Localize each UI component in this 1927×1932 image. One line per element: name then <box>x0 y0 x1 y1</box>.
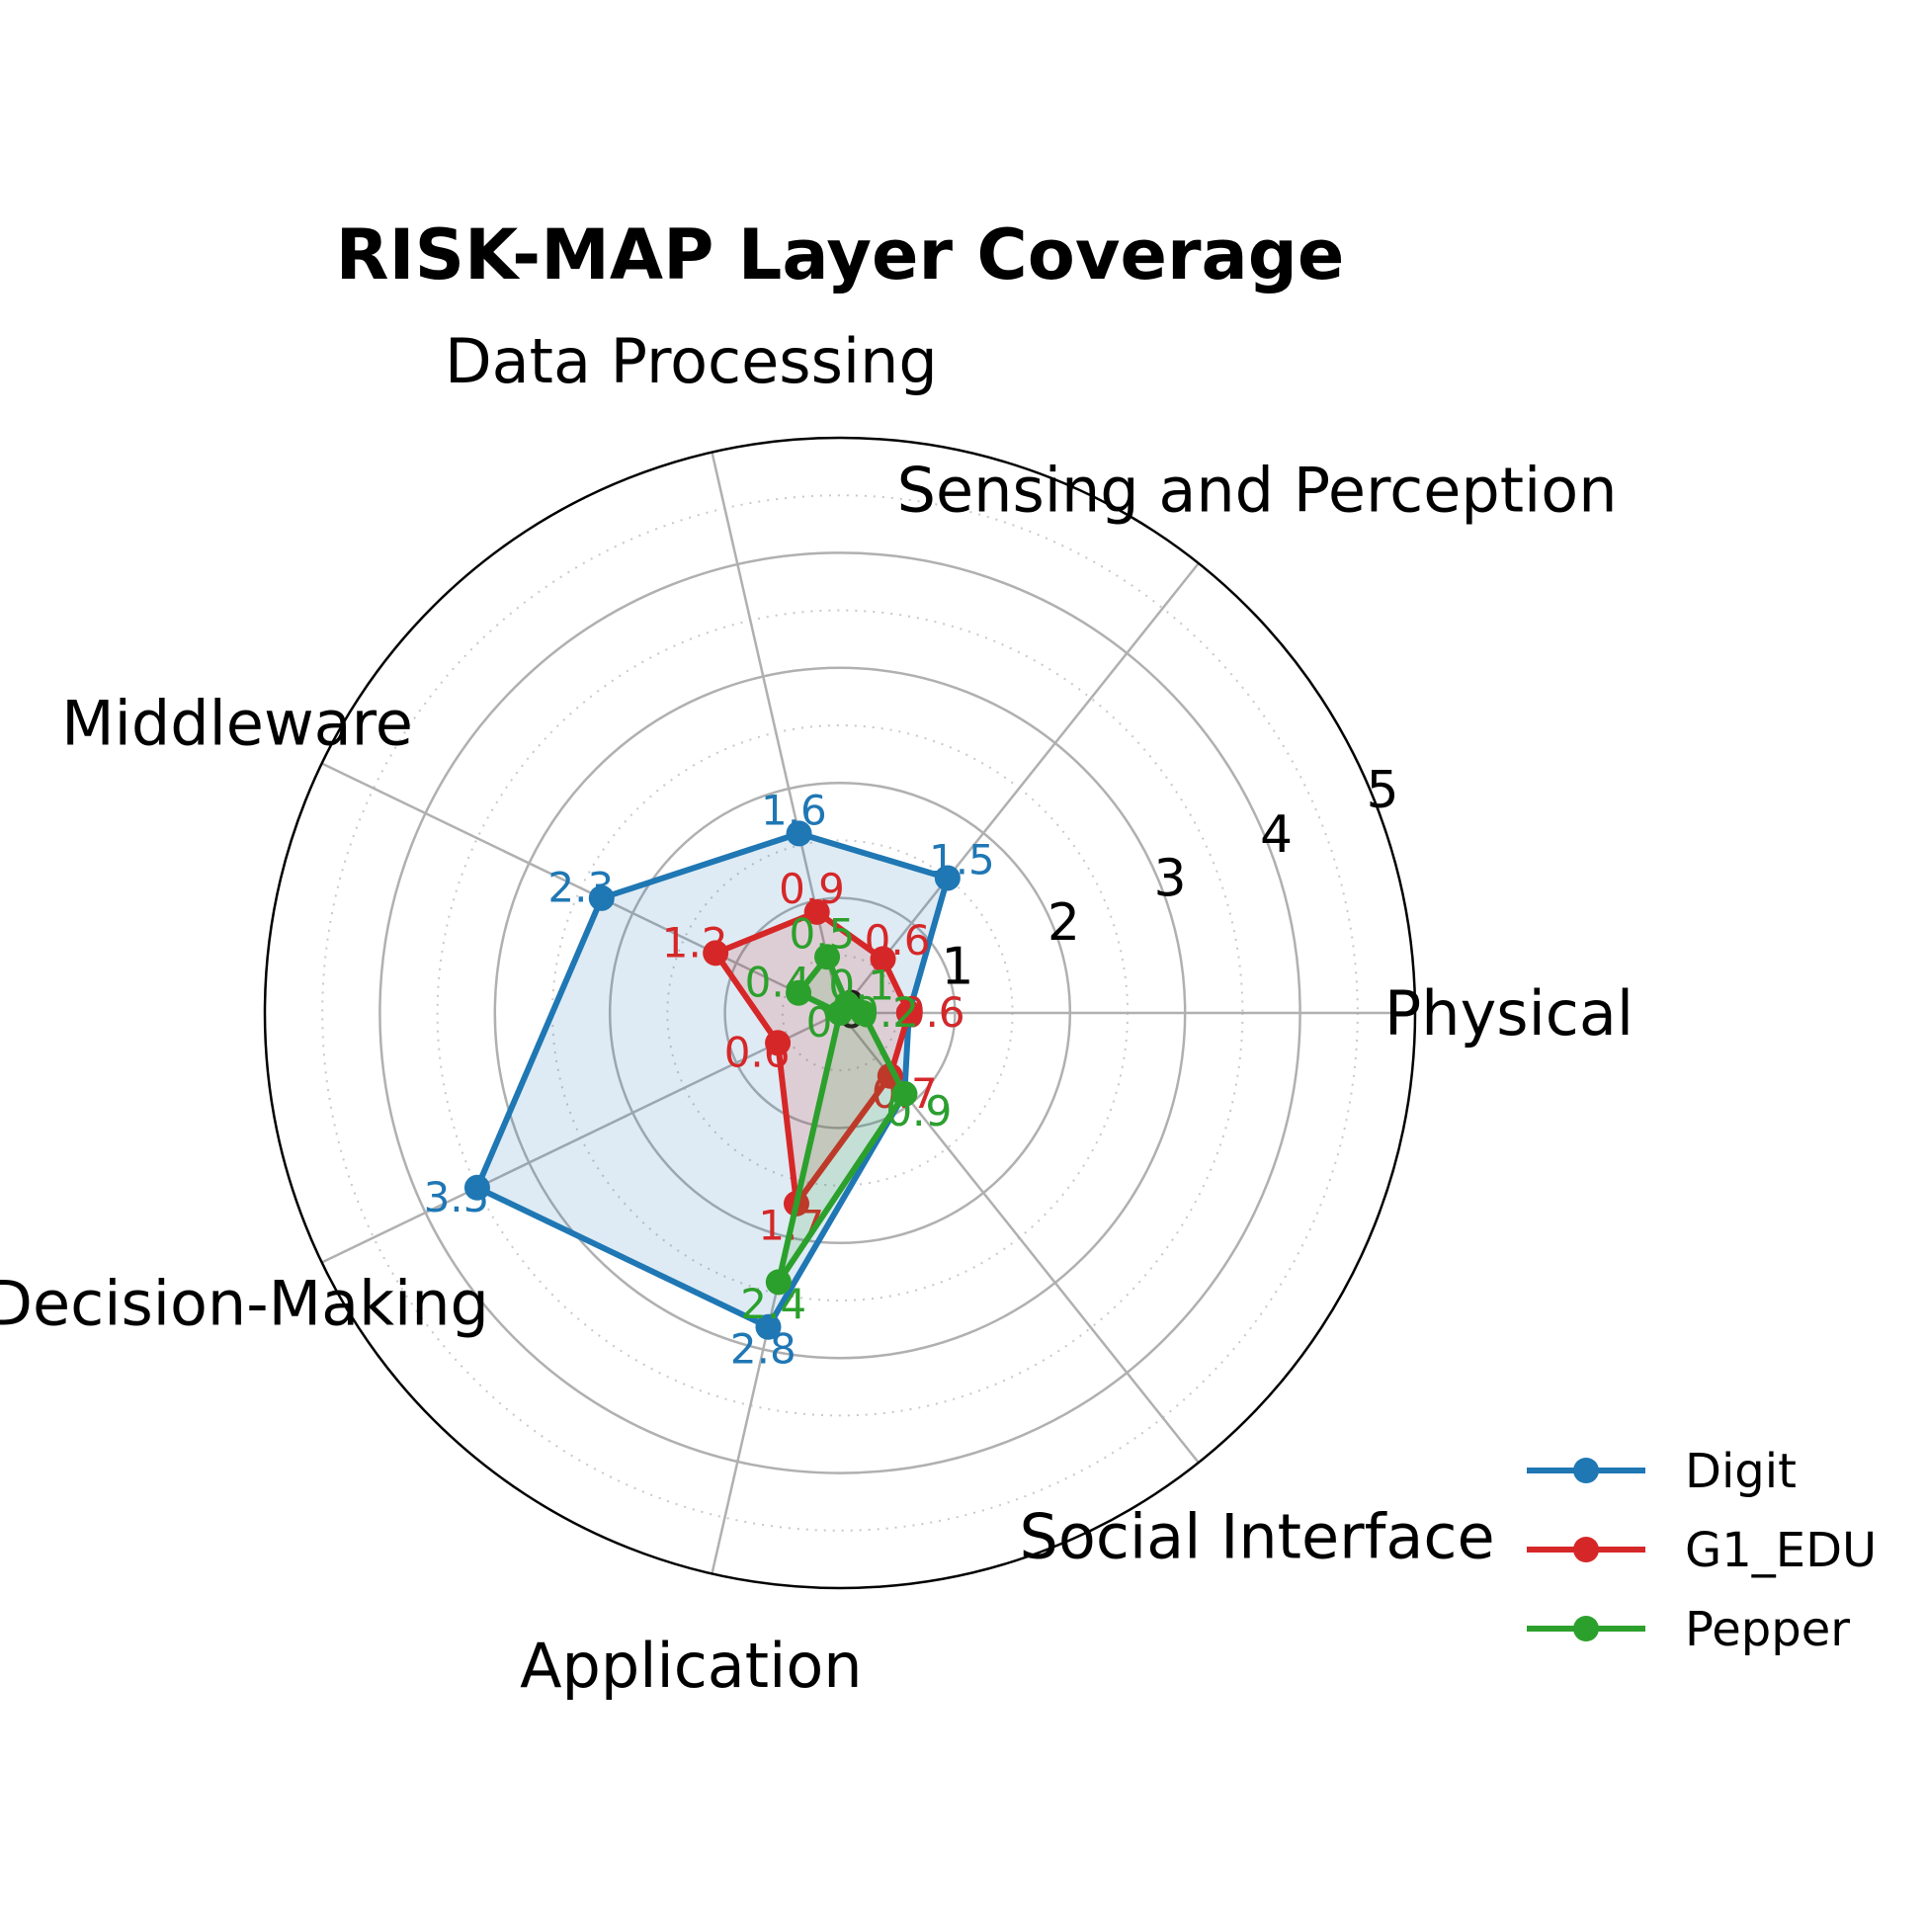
data-point <box>463 1174 490 1201</box>
data-label: 0.1 <box>828 962 894 1010</box>
data-label: 0.6 <box>724 1028 791 1076</box>
data-label: 0.9 <box>779 865 845 913</box>
data-label: 1.2 <box>662 918 728 966</box>
legend-item: Pepper <box>1527 1602 1850 1657</box>
legend-item: Digit <box>1527 1444 1797 1499</box>
series-pepper: 0.20.10.50.40 2.4 0.9 <box>740 910 952 1328</box>
data-point <box>814 944 841 970</box>
data-point <box>765 1269 792 1296</box>
axis-spoke <box>321 762 841 1015</box>
legend-marker <box>1573 1537 1599 1562</box>
data-label: 0.6 <box>899 988 965 1037</box>
data-point <box>803 898 830 925</box>
legend-marker <box>1573 1458 1599 1483</box>
data-label: 0.5 <box>789 910 855 959</box>
data-point <box>703 940 729 966</box>
legend-label: G1_EDU <box>1685 1523 1877 1578</box>
data-label: 3.5 <box>424 1173 490 1221</box>
axis-labels: Physical Sensing and Perception Data Proce… <box>0 325 1634 1702</box>
data-point <box>786 820 812 847</box>
data-point <box>895 1000 922 1026</box>
axis-spoke <box>321 1011 841 1264</box>
radial-tick-label: 3 <box>1153 849 1186 908</box>
axis-label-middleware: Middleware <box>61 687 413 759</box>
series-layer: 0.61.51.62.33.52.80.90.60.60.91.20.61.70… <box>424 787 995 1374</box>
data-point <box>934 865 961 891</box>
radial-tick-label: 1 <box>941 937 973 996</box>
data-point <box>827 1000 853 1026</box>
outer-frame <box>263 436 1417 1590</box>
data-point <box>786 979 812 1006</box>
chart-title: RISK-MAP Layer Coverage <box>336 214 1345 295</box>
axis-label-decision-making: Decision-Making <box>0 1268 489 1340</box>
data-point <box>891 1080 918 1107</box>
axis-spoke <box>839 562 1200 1014</box>
radial-tick-label: 4 <box>1260 805 1293 865</box>
axis-label-application: Application <box>520 1630 862 1702</box>
data-label: 0 <box>806 998 833 1047</box>
legend-item: G1_EDU <box>1527 1523 1877 1578</box>
axis-label-social-interface: Social Interface <box>1020 1500 1495 1572</box>
axis-label-data-processing: Data Processing <box>445 325 938 397</box>
data-label: 1.5 <box>929 835 995 883</box>
data-label: 2.4 <box>740 1280 806 1328</box>
series-area <box>715 911 909 1204</box>
data-label: 0.2 <box>853 988 919 1037</box>
radial-tick-label: 5 <box>1367 761 1399 820</box>
data-point <box>755 1313 782 1340</box>
data-label: 0.6 <box>865 916 931 965</box>
data-point <box>588 884 615 911</box>
data-label: 2.3 <box>547 864 614 912</box>
axis-label-physical: Physical <box>1384 977 1634 1050</box>
axis-label-sensing-and-perception: Sensing and Perception <box>897 455 1618 527</box>
data-label: 0.4 <box>745 959 811 1007</box>
data-point <box>765 1030 792 1056</box>
data-label: 2.8 <box>730 1324 796 1373</box>
radial-tick-label: 2 <box>1047 893 1080 953</box>
data-label: 0.9 <box>885 1087 952 1135</box>
series-line <box>712 908 912 1207</box>
legend-label: Pepper <box>1685 1602 1850 1657</box>
legend-label: Digit <box>1685 1444 1797 1499</box>
series-g1_edu: 0.60.60.91.20.61.70.7 <box>662 865 965 1249</box>
data-label: 1.6 <box>761 787 827 835</box>
data-point <box>870 946 896 972</box>
legend: Digit G1_EDU Pepper <box>1527 1444 1877 1657</box>
legend-marker <box>1573 1616 1599 1641</box>
